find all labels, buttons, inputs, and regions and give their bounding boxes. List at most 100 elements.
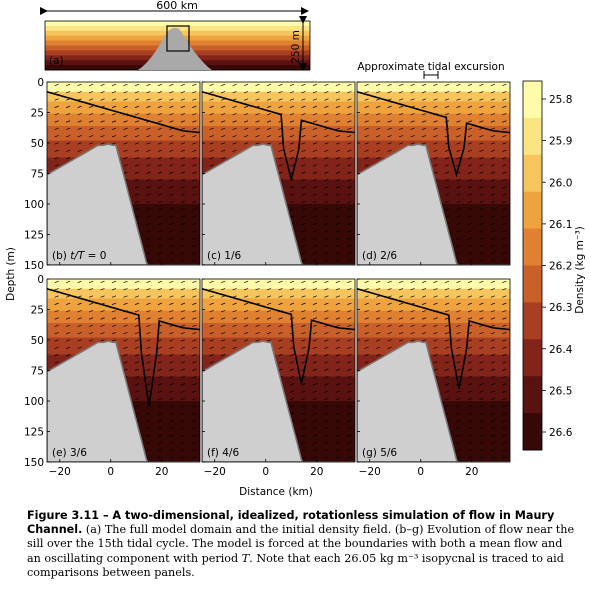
velocity-vector	[301, 91, 306, 94]
velocity-vector	[444, 361, 450, 364]
velocity-vector	[387, 98, 392, 101]
velocity-vector	[444, 368, 450, 371]
velocity-vector	[134, 171, 140, 174]
velocity-vector	[421, 339, 427, 342]
velocity-vector	[421, 120, 427, 123]
velocity-vector	[232, 98, 237, 101]
velocity-vector	[243, 332, 249, 335]
velocity-vector	[479, 288, 484, 291]
velocity-vector	[66, 317, 71, 320]
density-band	[202, 140, 355, 159]
velocity-vector	[456, 412, 461, 415]
velocity-vector	[490, 237, 495, 240]
velocity-vector	[243, 91, 249, 94]
velocity-vector	[289, 339, 295, 342]
velocity-vector	[467, 91, 473, 94]
velocity-vector	[456, 324, 461, 327]
y-tick-label: 25	[31, 305, 44, 317]
caption-text-1: (a) The full model domain and the initia…	[27, 523, 575, 565]
velocity-vector	[324, 310, 329, 313]
velocity-vector	[387, 120, 392, 123]
velocity-vector	[192, 200, 197, 204]
velocity-vector	[157, 427, 163, 430]
velocity-vector	[243, 113, 249, 116]
velocity-vector	[467, 135, 473, 138]
velocity-vector	[123, 317, 128, 320]
velocity-vector	[347, 383, 352, 386]
velocity-vector	[347, 324, 352, 327]
velocity-vector	[88, 339, 94, 342]
velocity-vector	[467, 449, 473, 452]
velocity-vector	[456, 368, 461, 371]
velocity-vector	[479, 332, 484, 335]
velocity-vector	[169, 354, 174, 357]
isopycnal-contour	[202, 91, 355, 180]
velocity-vector	[146, 288, 151, 291]
velocity-vector	[456, 98, 461, 101]
velocity-vector	[324, 288, 329, 291]
velocity-vector	[398, 288, 404, 291]
velocity-vector	[467, 339, 473, 342]
velocity-vector	[180, 317, 185, 320]
velocity-vector	[301, 397, 306, 401]
velocity-vector	[77, 83, 82, 86]
velocity-vector	[456, 405, 461, 408]
velocity-vector	[312, 208, 318, 211]
velocity-vector	[479, 252, 484, 255]
velocity-vector	[312, 83, 318, 86]
velocity-vector	[146, 157, 151, 160]
velocity-vector	[134, 310, 140, 313]
velocity-vector	[335, 361, 340, 364]
velocity-vector	[134, 375, 140, 379]
figure-caption: Figure 3.11 – A two-dimensional, idealiz…	[27, 509, 575, 580]
velocity-vector	[347, 441, 352, 445]
velocity-vector	[146, 237, 151, 240]
velocity-vector	[335, 456, 340, 459]
velocity-vector	[324, 252, 329, 255]
velocity-vector	[146, 427, 151, 430]
velocity-vector	[180, 113, 185, 116]
velocity-vector	[301, 186, 306, 189]
velocity-vector	[335, 324, 340, 327]
velocity-vector	[387, 91, 392, 94]
velocity-vector	[289, 120, 295, 123]
velocity-vector	[335, 252, 340, 255]
velocity-vector	[66, 127, 71, 130]
velocity-vector	[169, 178, 174, 182]
velocity-vector	[456, 434, 461, 437]
velocity-vector	[278, 98, 283, 101]
velocity-vector	[146, 98, 151, 101]
velocity-vector	[479, 171, 484, 174]
velocity-vector	[433, 157, 438, 160]
velocity-vector	[376, 324, 381, 327]
velocity-vector	[111, 317, 117, 320]
velocity-vector	[387, 105, 392, 108]
velocity-vector	[347, 127, 352, 130]
velocity-vector	[232, 280, 237, 283]
velocity-vector	[169, 441, 174, 445]
velocity-vector	[312, 244, 318, 248]
velocity-vector	[209, 157, 214, 160]
velocity-vector	[100, 288, 105, 291]
velocity-vector	[278, 317, 283, 320]
velocity-vector	[444, 332, 450, 335]
velocity-vector	[54, 317, 59, 320]
velocity-vector	[54, 302, 59, 305]
velocity-vector	[502, 295, 507, 298]
velocity-vector	[456, 354, 461, 357]
velocity-vector	[180, 456, 185, 459]
velocity-vector	[209, 354, 214, 357]
velocity-vector	[146, 361, 151, 364]
velocity-vector	[301, 434, 306, 437]
velocity-vector	[123, 127, 128, 130]
velocity-vector	[456, 317, 461, 320]
velocity-vector	[479, 317, 484, 320]
velocity-vector	[324, 354, 329, 357]
velocity-vector	[192, 361, 197, 364]
velocity-vector	[312, 310, 318, 313]
velocity-vector	[479, 456, 484, 459]
velocity-vector	[467, 208, 473, 211]
velocity-vector	[502, 230, 507, 233]
velocity-vector	[301, 368, 306, 371]
velocity-vector	[490, 280, 495, 283]
